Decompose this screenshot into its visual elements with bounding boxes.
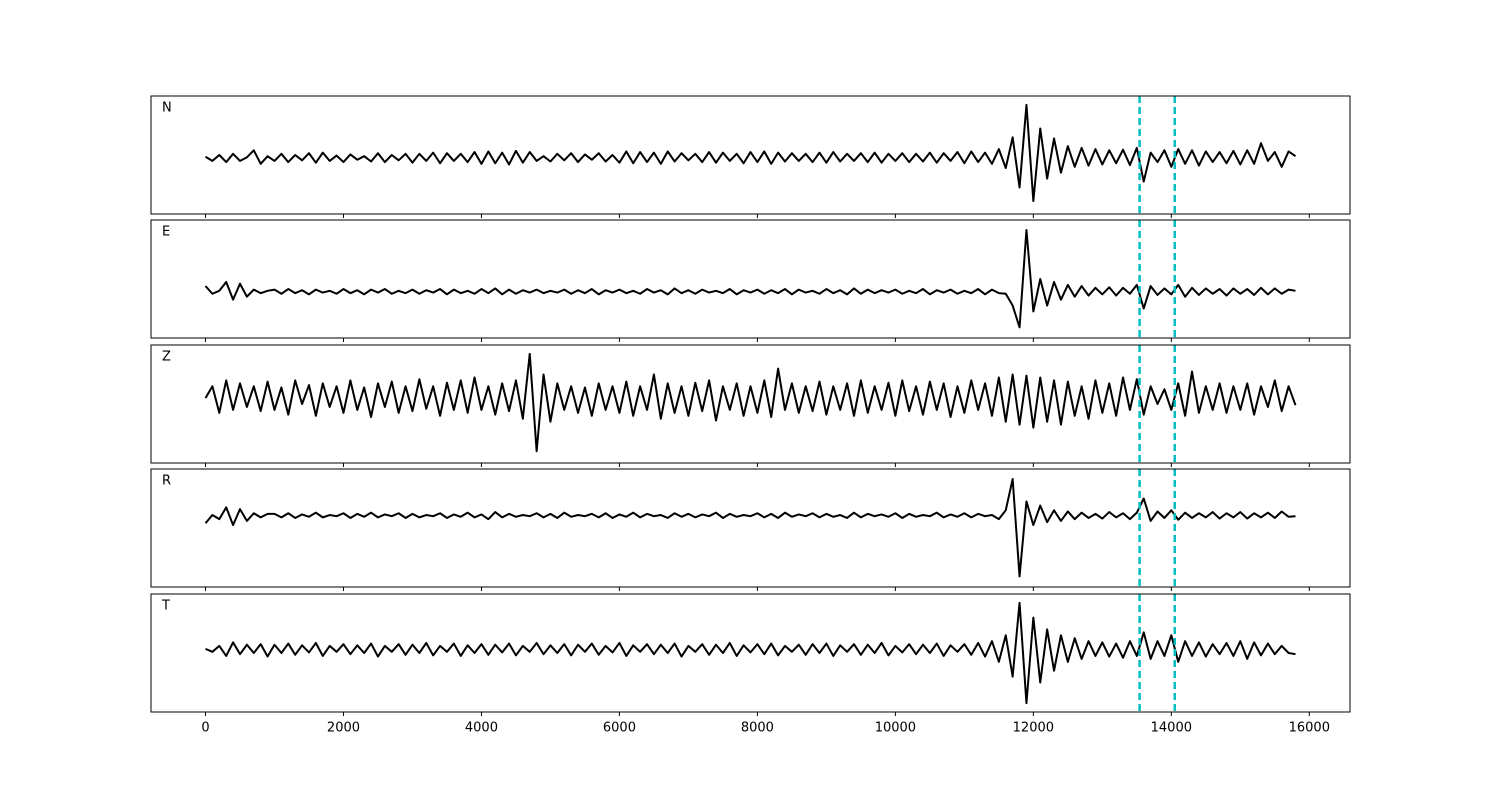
panel-label: Z [162, 350, 171, 365]
x-tick-label: 12000 [1013, 721, 1054, 736]
panel-label: R [162, 474, 171, 489]
trace [204, 103, 1297, 203]
panel-frame [150, 593, 1351, 713]
x-tick-label: 4000 [465, 721, 498, 736]
panel-label: E [162, 225, 170, 240]
trace [204, 229, 1296, 329]
x-tick-label: 10000 [875, 721, 916, 736]
x-tick-label: 8000 [741, 721, 774, 736]
trace [204, 352, 1297, 453]
panel-label: N [162, 101, 172, 116]
x-tick-label: 16000 [1289, 721, 1330, 736]
panel-frame [150, 219, 1351, 339]
panel-frame [150, 468, 1351, 588]
x-tick-label: 0 [201, 721, 209, 736]
panel-frame [150, 95, 1351, 215]
trace [204, 478, 1296, 578]
panel-frame [150, 344, 1351, 464]
x-tick-label: 14000 [1151, 721, 1192, 736]
trace [205, 601, 1296, 705]
x-tick-label: 2000 [327, 721, 360, 736]
x-tick-label: 6000 [603, 721, 636, 736]
panel-label: T [161, 599, 170, 614]
